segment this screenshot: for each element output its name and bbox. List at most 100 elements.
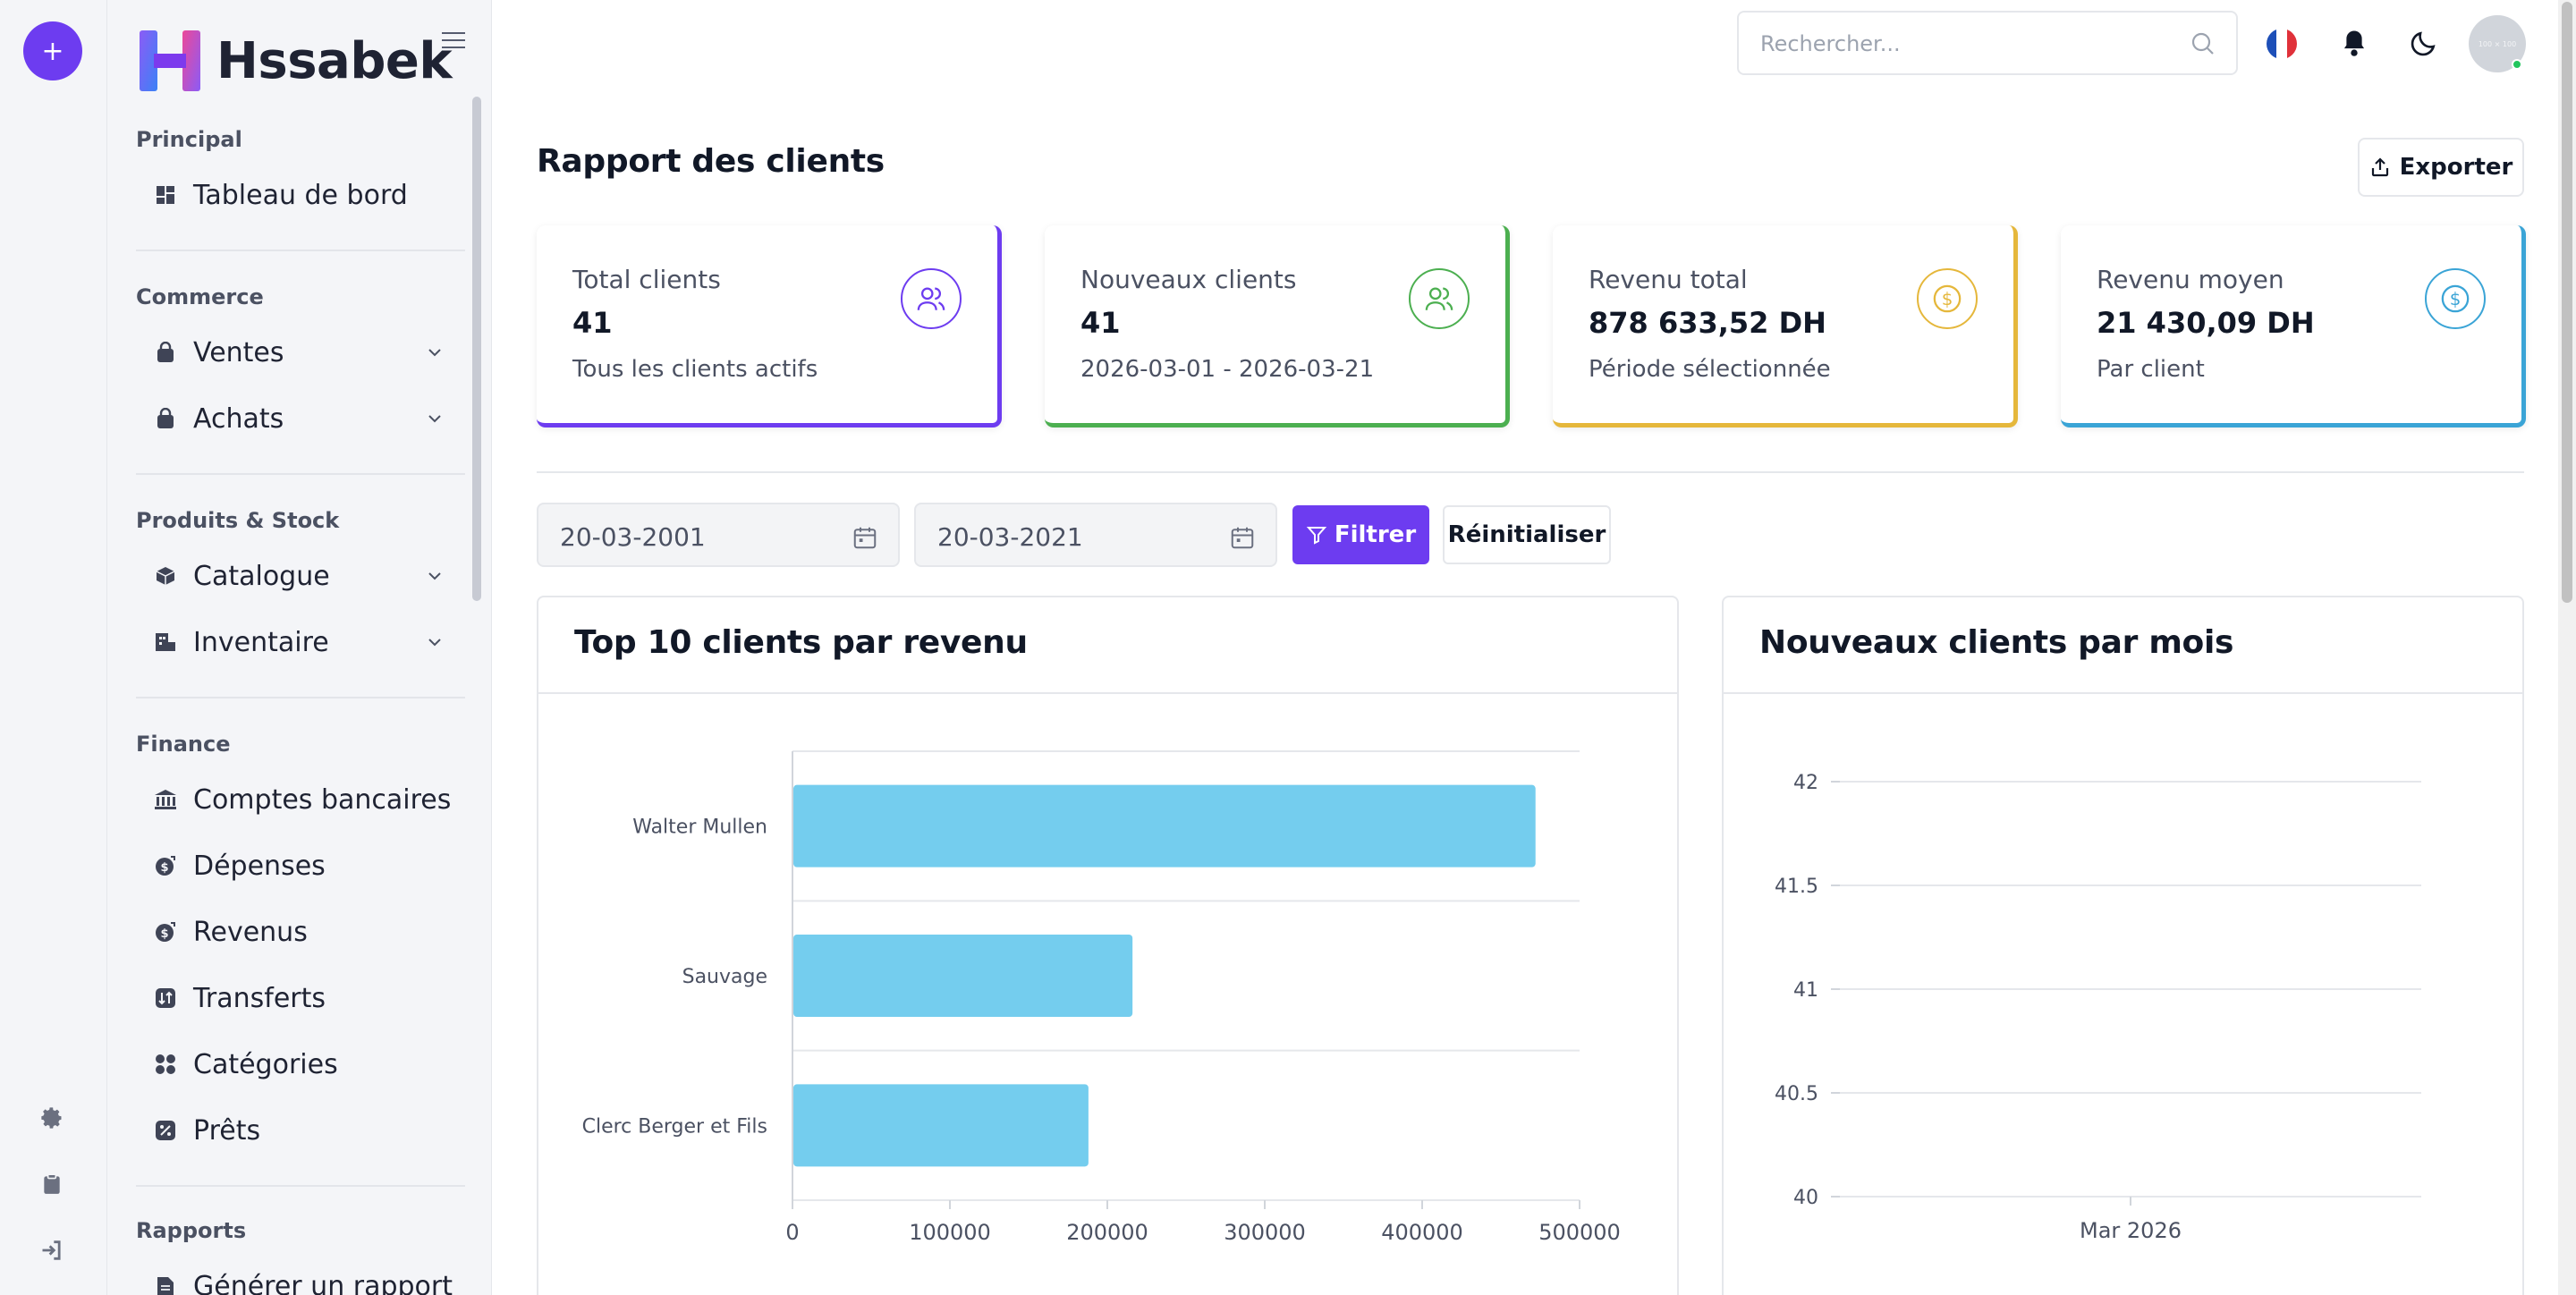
stat-subtext: Par client bbox=[2097, 356, 2205, 383]
search-icon[interactable] bbox=[2190, 30, 2216, 57]
x-tick-label: 100000 bbox=[909, 1220, 991, 1245]
section-title-commerce: Commerce bbox=[136, 284, 264, 309]
section-title-finance: Finance bbox=[136, 732, 231, 757]
reset-button[interactable]: Réinitialiser bbox=[1443, 505, 1611, 564]
x-tick-label: 500000 bbox=[1538, 1220, 1621, 1245]
dark-mode-icon[interactable] bbox=[2406, 25, 2442, 61]
stat-subtext: 2026-03-01 - 2026-03-21 bbox=[1080, 356, 1375, 383]
sidebar-item-ventes[interactable]: Ventes bbox=[154, 327, 458, 377]
language-flag-icon[interactable] bbox=[2267, 29, 2297, 59]
online-status-dot bbox=[2512, 59, 2522, 70]
sidebar-item-prets[interactable]: Prêts bbox=[154, 1105, 458, 1155]
chart-title: Top 10 clients par revenu bbox=[574, 624, 1028, 661]
search-input[interactable] bbox=[1760, 29, 2172, 59]
transfer-icon bbox=[154, 986, 177, 1010]
calendar-icon[interactable] bbox=[1229, 524, 1256, 551]
stat-subtext: Tous les clients actifs bbox=[572, 356, 818, 383]
stat-value: 878 633,52 DH bbox=[1589, 306, 1826, 340]
bar bbox=[793, 935, 1133, 1017]
chart-title: Nouveaux clients par mois bbox=[1759, 624, 2234, 661]
svg-text:$: $ bbox=[160, 927, 168, 941]
chevron-down-icon bbox=[428, 639, 441, 647]
dollar-icon: $ bbox=[1917, 268, 1978, 329]
top-clients-card: Top 10 clients par revenu Walter Mullen S… bbox=[537, 596, 1679, 1295]
chevron-down-icon bbox=[428, 349, 441, 357]
sidebar-item-comptes-bancaires[interactable]: Comptes bancaires bbox=[154, 774, 458, 825]
bar bbox=[793, 1084, 1089, 1167]
page-title: Rapport des clients bbox=[537, 143, 885, 180]
sidebar-item-generer-rapport[interactable]: Générer un rapport bbox=[154, 1261, 458, 1295]
bar-label: Sauvage bbox=[682, 966, 767, 988]
section-divider bbox=[537, 471, 2524, 473]
stat-label: Revenu total bbox=[1589, 265, 1748, 294]
bar-label: Clerc Berger et Fils bbox=[582, 1115, 767, 1138]
stat-subtext: Période sélectionnée bbox=[1589, 356, 1831, 383]
date-from-value: 20-03-2001 bbox=[560, 522, 706, 552]
stat-card-revenu-total: Revenu total 878 633,52 DH Période sélec… bbox=[1553, 225, 2018, 427]
sidebar-item-revenus[interactable]: $ Revenus bbox=[154, 907, 458, 957]
loan-icon bbox=[154, 1119, 177, 1142]
sidebar-item-inventaire[interactable]: Inventaire bbox=[154, 617, 458, 667]
report-icon bbox=[154, 1274, 177, 1295]
chevron-down-icon bbox=[428, 572, 441, 580]
box-icon bbox=[154, 564, 177, 588]
dashboard-icon bbox=[154, 183, 177, 207]
stat-label: Total clients bbox=[572, 265, 721, 294]
export-icon bbox=[2371, 157, 2388, 177]
svg-text:$: $ bbox=[160, 861, 168, 875]
stat-label: Revenu moyen bbox=[2097, 265, 2284, 294]
stat-card-total-clients: Total clients 41 Tous les clients actifs bbox=[537, 225, 1002, 427]
new-clients-card: Nouveaux clients par mois 42 41.5 41 40.5 40… bbox=[1722, 596, 2524, 1295]
y-tick-label: 42 bbox=[1793, 772, 1818, 794]
x-tick-label: 0 bbox=[785, 1220, 799, 1245]
sidebar-item-dashboard[interactable]: Tableau de bord bbox=[154, 170, 458, 220]
bar bbox=[793, 784, 1536, 868]
date-from-field[interactable]: 20-03-2001 bbox=[537, 503, 900, 567]
sidebar-item-achats[interactable]: Achats bbox=[154, 394, 458, 444]
icon-rail: + bbox=[0, 0, 107, 1295]
top-clients-chart: Walter Mullen Sauvage Clerc Berger et Fils… bbox=[582, 750, 1621, 1245]
menu-toggle-icon[interactable] bbox=[442, 32, 465, 52]
x-tick-label: 400000 bbox=[1381, 1220, 1463, 1245]
section-title-principal: Principal bbox=[136, 127, 242, 152]
logout-icon[interactable] bbox=[36, 1234, 68, 1266]
x-tick-label: 300000 bbox=[1224, 1220, 1306, 1245]
clipboard-icon[interactable] bbox=[36, 1168, 68, 1200]
categories-icon bbox=[154, 1053, 177, 1076]
sidebar-item-categories[interactable]: Catégories bbox=[154, 1039, 458, 1089]
add-button[interactable]: + bbox=[23, 21, 82, 80]
bag-icon bbox=[154, 407, 177, 430]
export-button[interactable]: Exporter bbox=[2358, 138, 2524, 197]
stat-card-nouveaux-clients: Nouveaux clients 41 2026-03-01 - 2026-03… bbox=[1045, 225, 1510, 427]
y-tick-label: 40.5 bbox=[1775, 1083, 1818, 1105]
filter-icon bbox=[1306, 527, 1327, 545]
sidebar-divider bbox=[136, 1185, 465, 1187]
sidebar-item-transferts[interactable]: Transferts bbox=[154, 973, 458, 1023]
new-clients-chart: 42 41.5 41 40.5 40 Mar 2026 bbox=[1775, 772, 2421, 1243]
chevron-down-icon bbox=[428, 415, 441, 423]
brand[interactable]: Hssabek bbox=[136, 27, 453, 95]
x-tick-label: 200000 bbox=[1066, 1220, 1148, 1245]
sidebar-divider bbox=[136, 250, 465, 251]
svg-text:$: $ bbox=[2450, 289, 2462, 309]
stat-card-revenu-moyen: Revenu moyen 21 430,09 DH Par client $ bbox=[2061, 225, 2526, 427]
y-tick-label: 41 bbox=[1793, 979, 1818, 1002]
date-to-field[interactable]: 20-03-2021 bbox=[914, 503, 1277, 567]
users-icon bbox=[1409, 268, 1470, 329]
sidebar-divider bbox=[136, 697, 465, 698]
sidebar-item-catalogue[interactable]: Catalogue bbox=[154, 551, 458, 601]
calendar-icon[interactable] bbox=[852, 524, 878, 551]
settings-icon[interactable] bbox=[36, 1102, 68, 1134]
page-scrollbar[interactable] bbox=[2558, 0, 2576, 1295]
sidebar-item-depenses[interactable]: $ Dépenses bbox=[154, 841, 458, 891]
logo-icon bbox=[140, 30, 200, 91]
bell-icon[interactable] bbox=[2336, 25, 2372, 61]
section-title-rapports: Rapports bbox=[136, 1218, 247, 1243]
stat-value: 41 bbox=[1080, 306, 1121, 340]
expense-icon: $ bbox=[154, 854, 177, 877]
shopping-bag-icon bbox=[154, 341, 177, 364]
filter-button[interactable]: Filtrer bbox=[1292, 505, 1429, 564]
search-box[interactable] bbox=[1737, 11, 2238, 75]
y-tick-label: 40 bbox=[1793, 1187, 1818, 1209]
sidebar-scrollbar[interactable] bbox=[472, 97, 481, 601]
